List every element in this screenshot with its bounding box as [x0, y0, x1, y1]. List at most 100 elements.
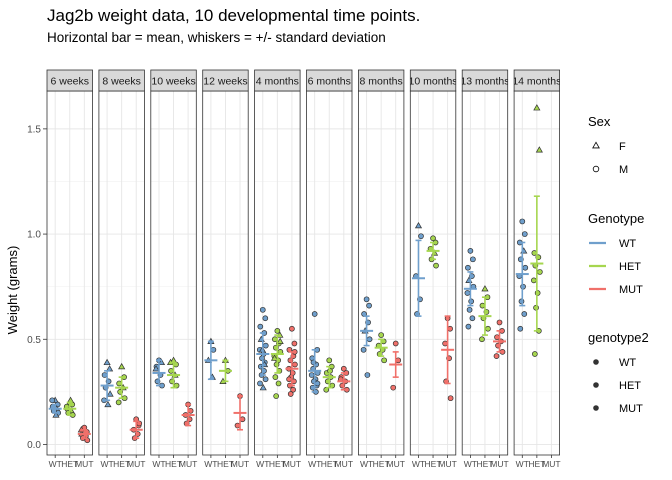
x-tick-label-wt: WT: [360, 459, 373, 469]
x-tick-label-wt: WT: [464, 459, 477, 469]
x-tick-label-het: HET: [373, 459, 390, 469]
x-tick-label-het: HET: [425, 459, 442, 469]
data-point-wt-male: [465, 323, 472, 330]
data-point-wt-male: [49, 397, 56, 404]
facet-strip-label: 10 weeks: [151, 76, 195, 88]
x-tick-label-wt: WT: [412, 459, 425, 469]
x-tick-label-het: HET: [269, 459, 286, 469]
data-point-het-male: [530, 277, 537, 284]
facet-strip-label: 6 weeks: [50, 76, 89, 88]
data-point-wt-female: [106, 390, 114, 397]
x-tick-label-mut: MUT: [231, 459, 249, 469]
x-tick-label-mut: MUT: [542, 459, 560, 469]
y-tick-label: 1.5: [27, 124, 41, 135]
x-tick-label-wt: WT: [152, 459, 165, 469]
facet-strip: [254, 69, 301, 92]
x-tick-label-wt: WT: [516, 459, 529, 469]
data-point-wt-female: [259, 383, 267, 391]
facet-strip: [409, 69, 457, 92]
data-point-wt-female: [104, 400, 112, 408]
data-point-het-male: [479, 336, 485, 343]
data-point-het-male: [275, 380, 282, 387]
data-point-wt-male: [308, 372, 315, 378]
data-point-mut-male: [447, 395, 454, 402]
data-point-wt-male: [466, 306, 473, 313]
data-point-wt-female: [103, 358, 111, 366]
x-tick-label-mut: MUT: [283, 459, 301, 469]
data-point-het-female: [533, 104, 541, 111]
chart-title: Jag2b weight data, 10 developmental time…: [47, 6, 420, 25]
y-tick-label: 1.0: [27, 230, 41, 241]
legend-label-genotype: HET: [619, 261, 641, 273]
legend-label-genotype2: MUT: [619, 403, 643, 415]
x-tick-label-het: HET: [217, 459, 234, 469]
y-axis: 0.0 0.5 1.0 1.5: [27, 124, 47, 451]
x-tick-label-het: HET: [476, 459, 493, 469]
data-point-wt-male: [364, 372, 371, 378]
data-point-wt-male: [262, 342, 269, 349]
x-tick-label-het: HET: [61, 459, 78, 469]
x-tick-label-mut: MUT: [386, 459, 404, 469]
data-point-het-male: [274, 328, 281, 334]
x-tick-label-het: HET: [113, 459, 130, 469]
data-point-het-male: [381, 357, 387, 364]
data-point-wt-female: [414, 221, 423, 229]
x-tick-label-het: HET: [165, 459, 182, 469]
facet-strip-label: 12 weeks: [203, 76, 247, 88]
x-tick-label-wt: WT: [100, 459, 113, 469]
facet-strip: [357, 69, 405, 92]
data-point-wt-male: [366, 336, 373, 343]
data-point-wt-male: [521, 231, 528, 237]
facet-strip: [461, 69, 509, 92]
data-point-mut-male: [292, 361, 298, 368]
data-point-wt-male: [363, 296, 370, 303]
data-point-wt-male: [262, 315, 269, 322]
x-tick-label-wt: WT: [308, 459, 321, 469]
data-point-mut-male: [340, 365, 347, 372]
legend-title-genotype: Genotype: [588, 211, 644, 226]
x-tick-label-wt: WT: [256, 459, 269, 469]
data-point-het-male: [378, 332, 384, 338]
data-point-mut-male: [286, 376, 292, 383]
legend-title-genotype2: genotype2: [588, 330, 649, 345]
legend-label-genotype2: HET: [619, 380, 641, 392]
data-point-het-female: [270, 354, 279, 361]
x-tick-label-het: HET: [321, 459, 338, 469]
data-point-wt-male: [521, 311, 528, 317]
data-point-wt-male: [470, 256, 476, 263]
data-point-het-male: [273, 393, 279, 399]
y-tick-label: 0.0: [27, 440, 41, 451]
data-point-wt-male: [314, 380, 321, 387]
data-point-wt-male: [467, 248, 474, 254]
data-point-het-male: [273, 361, 280, 368]
facet-strip-label: 8 months: [360, 76, 403, 88]
data-point-wt-male: [262, 376, 269, 383]
facet-strip: [202, 69, 249, 92]
legend-key-dot: [593, 359, 599, 365]
facet-strip: [513, 69, 560, 92]
x-tick-label-mut: MUT: [438, 459, 456, 469]
facet-strip-label: 6 months: [308, 76, 351, 88]
data-point-mut-male: [392, 340, 399, 347]
data-point-wt-male: [360, 346, 367, 353]
facet-strip: [98, 69, 145, 92]
data-point-het-male: [531, 351, 538, 357]
data-point-het-male: [485, 325, 491, 332]
legend-key-circle: [592, 165, 600, 173]
legend-key-dot: [593, 405, 599, 411]
facet-strip: [150, 69, 197, 92]
data-point-wt-male: [257, 323, 264, 330]
x-tick-label-mut: MUT: [335, 459, 353, 469]
x-tick-label-wt: WT: [49, 459, 62, 469]
data-point-wt-male: [311, 311, 318, 317]
data-point-mut-male: [496, 319, 503, 326]
